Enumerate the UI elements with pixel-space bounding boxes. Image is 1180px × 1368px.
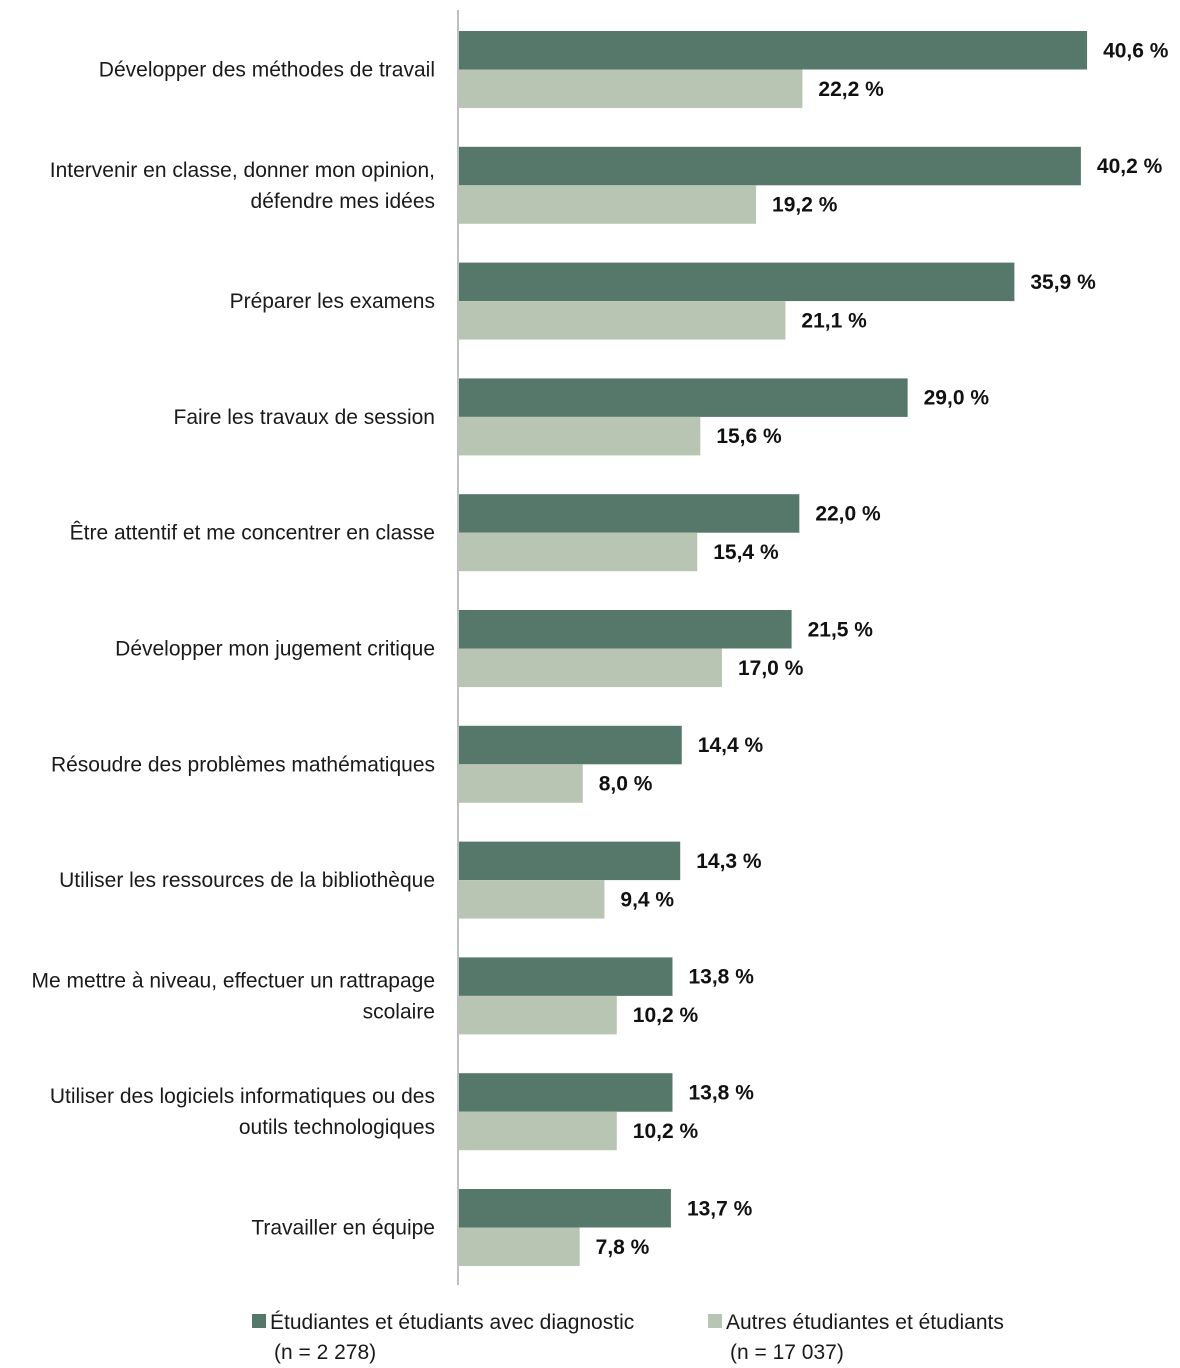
category-label: Développer mon jugement critique <box>115 638 435 661</box>
category-label: Développer des méthodes de travail <box>99 59 435 82</box>
bar-others <box>459 185 757 224</box>
bar-group <box>459 31 1088 1266</box>
value-label-others: 22,2 % <box>818 78 884 101</box>
bar-diagnostic <box>459 1189 671 1228</box>
bar-diagnostic <box>459 494 800 533</box>
bar-diagnostic <box>459 378 908 417</box>
bar-diagnostic <box>459 1073 673 1112</box>
value-label-diagnostic: 21,5 % <box>808 618 874 641</box>
bar-others <box>459 764 583 803</box>
bar-others <box>459 1227 580 1266</box>
category-label: scolaire <box>363 1000 435 1023</box>
legend-sublabel-diagnostic: (n = 2 278) <box>274 1341 377 1364</box>
value-label-diagnostic: 13,8 % <box>688 1081 754 1104</box>
category-label: Résoudre des problèmes mathématiques <box>51 753 435 776</box>
category-label: Travailler en équipe <box>251 1217 435 1240</box>
category-label: Préparer les examens <box>230 290 435 313</box>
bar-others <box>459 301 786 340</box>
value-label-others: 21,1 % <box>801 309 867 332</box>
category-label-group: Développer des méthodes de travail Interv… <box>31 59 435 1240</box>
legend: Étudiantes et étudiants avec diagnostic … <box>0 1308 1180 1366</box>
bar-diagnostic <box>459 841 681 881</box>
value-label-group: 40,6 % 22,2 % 40,2 % 19,2 % 35,9 % 21,1 % 29,0… <box>596 39 1169 1259</box>
bar-diagnostic <box>459 957 673 996</box>
category-label: défendre mes idées <box>251 190 435 213</box>
bar-diagnostic <box>459 610 792 649</box>
category-label: Être attentif et me concentrer en classe <box>70 522 435 545</box>
value-label-diagnostic: 14,3 % <box>696 850 762 873</box>
value-label-diagnostic: 13,8 % <box>688 966 754 989</box>
bar-others <box>459 69 803 108</box>
value-label-diagnostic: 29,0 % <box>924 387 990 410</box>
value-label-diagnostic: 13,7 % <box>687 1197 753 1220</box>
category-label: Utiliser les ressources de la bibliothèq… <box>59 869 435 892</box>
value-label-others: 7,8 % <box>596 1236 650 1259</box>
bar-diagnostic <box>459 725 682 765</box>
category-label: Intervenir en classe, donner mon opinion… <box>50 159 435 182</box>
value-label-diagnostic: 14,4 % <box>698 734 764 757</box>
value-label-others: 9,4 % <box>620 888 674 911</box>
category-label: Utiliser des logiciels informatiques ou … <box>50 1085 435 1108</box>
value-label-others: 10,2 % <box>633 1120 699 1143</box>
value-label-diagnostic: 40,6 % <box>1103 39 1169 62</box>
bar-chart: 40,6 % 22,2 % 40,2 % 19,2 % 35,9 % 21,1 % 29,0… <box>31 10 1169 1285</box>
legend-item-others: Autres étudiantes et étudiants (n = 17 0… <box>708 1308 1004 1368</box>
value-label-others: 15,4 % <box>713 541 779 564</box>
bar-others <box>459 648 722 687</box>
bar-others <box>459 995 617 1035</box>
category-label: Faire les travaux de session <box>174 406 435 429</box>
value-label-diagnostic: 22,0 % <box>815 502 881 525</box>
bar-diagnostic <box>459 262 1015 302</box>
value-label-diagnostic: 40,2 % <box>1097 155 1163 178</box>
category-label: Me mettre à niveau, effectuer un rattrap… <box>31 969 435 992</box>
legend-item-diagnostic: Étudiantes et étudiants avec diagnostic … <box>252 1308 634 1368</box>
bar-others <box>459 416 701 456</box>
category-label: outils technologiques <box>239 1116 435 1139</box>
legend-sublabel-others: (n = 17 037) <box>730 1341 844 1364</box>
bar-others <box>459 1111 617 1151</box>
legend-swatch-others <box>708 1314 722 1328</box>
bar-diagnostic <box>459 146 1081 186</box>
value-label-others: 10,2 % <box>633 1004 699 1027</box>
value-label-others: 15,6 % <box>716 425 782 448</box>
value-label-others: 19,2 % <box>772 194 838 217</box>
bar-diagnostic <box>459 31 1088 70</box>
bar-others <box>459 532 698 572</box>
legend-label-diagnostic: Étudiantes et étudiants avec diagnostic <box>270 1311 635 1334</box>
legend-label-others: Autres étudiantes et étudiants <box>726 1311 1004 1334</box>
value-label-others: 17,0 % <box>738 657 804 680</box>
bar-others <box>459 880 605 919</box>
value-label-others: 8,0 % <box>599 773 653 796</box>
legend-swatch-diagnostic <box>252 1314 266 1328</box>
value-label-diagnostic: 35,9 % <box>1030 271 1096 294</box>
